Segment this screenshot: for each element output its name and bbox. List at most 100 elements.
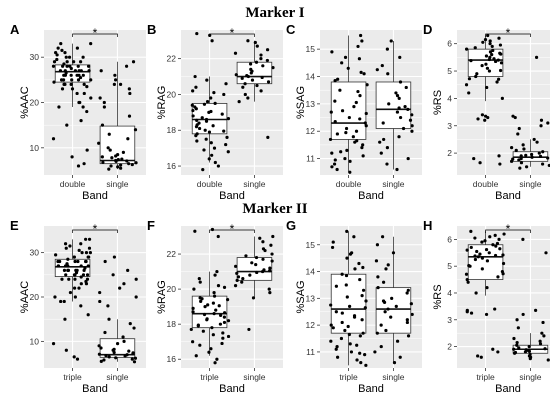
panel-f-point: [212, 312, 216, 316]
panel-f-point: [254, 262, 258, 267]
panel-e-point: [73, 295, 77, 299]
panel-b-point: [213, 101, 217, 105]
panel-f-point: [269, 243, 273, 247]
panel-e-point: [130, 357, 134, 361]
panel-e-point: [65, 262, 69, 266]
panel-b-point: [205, 100, 210, 104]
panel-a-point: [76, 64, 80, 68]
panel-e-point: [79, 264, 83, 268]
panel-a-point: [109, 164, 113, 168]
panel-a-point: [55, 53, 59, 57]
panel-a-point: [78, 75, 83, 80]
panel-b-point: [212, 146, 217, 150]
panel-c-point: [340, 109, 345, 113]
panel-a-point: [133, 128, 138, 132]
panel-e-point: [133, 356, 138, 360]
panel-d-point: [476, 117, 480, 121]
panel-d-point: [484, 54, 489, 58]
panel-d-point: [473, 46, 477, 50]
panel-e-point: [86, 264, 90, 268]
panel-d-point: [513, 115, 517, 120]
panel-c-letter: C: [286, 22, 296, 37]
panel-f-point: [225, 298, 230, 302]
panel-e-point: [84, 279, 88, 284]
panel-e-ylabel: %AAC: [19, 281, 31, 313]
panel-c-point: [387, 102, 391, 106]
panel-e-point: [87, 246, 92, 250]
panel-b-point: [234, 73, 238, 77]
panel-b-point: [204, 119, 209, 123]
panel-d-point: [486, 115, 490, 120]
panel-b-point: [266, 135, 270, 140]
panel-h-point: [484, 247, 489, 252]
panel-h-point: [475, 249, 479, 254]
panel-g-point: [331, 326, 335, 330]
panel-b-point: [193, 74, 197, 79]
panel-b-ylabel: %RAG: [156, 86, 168, 120]
panel-c-point: [356, 89, 360, 94]
panel-a-point: [70, 87, 75, 91]
panel-d-xtick-label: double: [473, 179, 499, 189]
panel-d-point: [499, 52, 503, 56]
panel-a-letter: A: [10, 22, 20, 37]
panel-e-xtick-label: single: [106, 372, 128, 382]
panel-e-point: [115, 341, 120, 346]
panel-c-point: [397, 96, 401, 100]
panel-f-point: [192, 287, 196, 291]
panel-h-point: [493, 253, 498, 258]
panel-e-point: [128, 322, 132, 326]
panel-e-point: [67, 277, 71, 281]
panel-c-point: [351, 135, 355, 139]
panel-c-point: [379, 151, 383, 155]
panel-b-box-double: [191, 102, 228, 135]
panel-g-point: [360, 294, 364, 298]
panel-e-point: [74, 270, 79, 275]
panel-e-point: [97, 352, 102, 356]
panel-b-point: [195, 31, 199, 36]
panel-g-point: [380, 235, 385, 239]
panel-h-point: [501, 253, 505, 257]
panel-h-point: [466, 280, 470, 284]
panel-e-point: [84, 251, 89, 255]
panel-g-point: [340, 320, 344, 325]
panel-e-point: [56, 259, 60, 264]
panel-a-point: [52, 60, 57, 64]
panel-c-point: [352, 105, 356, 109]
panel-a-point: [72, 60, 76, 64]
panel-a-point: [98, 96, 102, 100]
panel-d-point: [496, 58, 500, 62]
panel-c-point: [354, 129, 359, 133]
panel-d-significance-label: *: [506, 26, 511, 40]
panel-d-point: [517, 158, 521, 162]
panel-h-xtick-label: triple: [476, 372, 495, 382]
panel-f-point: [235, 271, 239, 275]
panel-b-point: [253, 40, 257, 45]
panel-e-xlabel: Band: [82, 383, 108, 395]
panel-d-significance-bracket: [485, 33, 531, 37]
panel-e-point: [97, 344, 101, 348]
panel-g-point: [355, 343, 359, 347]
panel-f-point: [205, 318, 209, 322]
panel-a-point: [86, 64, 91, 68]
panel-a-point: [61, 78, 66, 82]
panel-h-point: [523, 350, 528, 354]
panel-a-ytick-label: 10: [30, 143, 40, 153]
panel-d-point: [498, 43, 503, 47]
panel-a-point: [134, 161, 138, 165]
panel-d-point: [480, 63, 484, 68]
panel-h-point: [465, 277, 469, 282]
panel-h-ytick-label: 4: [447, 288, 452, 298]
panel-g-point: [344, 273, 349, 278]
panel-a-point: [58, 69, 63, 73]
panel-f-point: [221, 336, 225, 340]
panel-b-ytick-label: 16: [167, 161, 177, 171]
panel-g-point: [340, 311, 344, 315]
panel-c-point: [357, 57, 361, 61]
panel-b-point: [226, 150, 230, 154]
panel-a-point: [76, 164, 81, 168]
panel-b-point: [203, 128, 207, 132]
panel-c-point: [360, 39, 364, 43]
panel-c-point: [365, 83, 369, 87]
